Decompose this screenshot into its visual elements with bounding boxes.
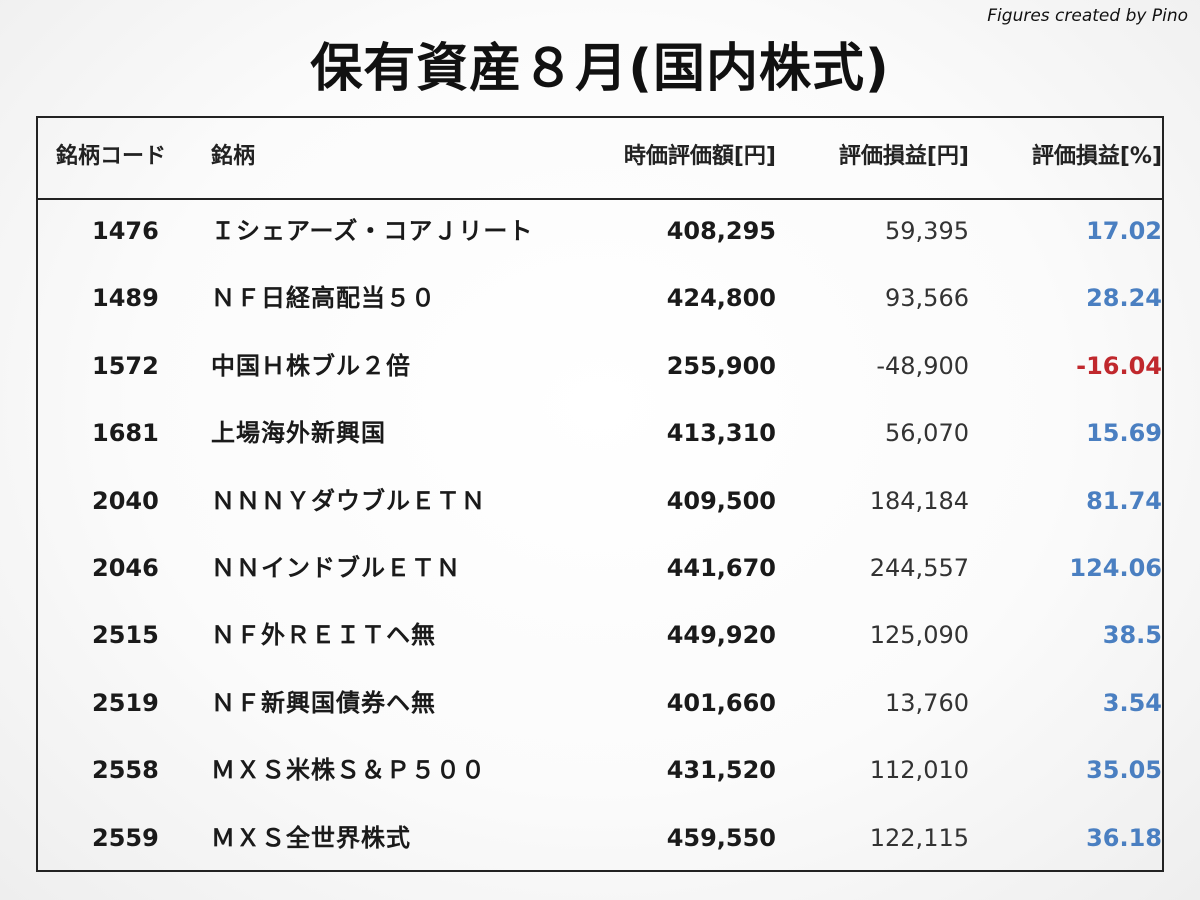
table-row: 2515 ＮＦ外ＲＥＩＴヘ無 449,920 125,090 38.5 xyxy=(38,602,1162,669)
header-name: 銘柄 xyxy=(211,144,256,169)
row-name: Ｉシェアーズ・コアＪリート xyxy=(211,217,534,245)
row-code: 2040 xyxy=(92,486,159,515)
table-row: 1572 中国Ｈ株ブル２倍 255,900 -48,900 -16.04 xyxy=(38,333,1162,400)
row-code: 1681 xyxy=(92,419,159,448)
header-market-value: 時価評価額[円] xyxy=(623,144,776,169)
row-pl-yen: 13,760 xyxy=(885,688,969,717)
row-pl-yen: 125,090 xyxy=(869,621,969,650)
row-name: 中国Ｈ株ブル２倍 xyxy=(211,351,411,380)
row-name: ＮＦ外ＲＥＩＴヘ無 xyxy=(211,621,436,650)
row-market-value: 413,310 xyxy=(666,419,776,448)
row-market-value: 441,670 xyxy=(666,554,776,582)
row-name: ＮＮインドブルＥＴＮ xyxy=(211,554,461,582)
header-code: 銘柄コード xyxy=(56,144,167,169)
row-code: 2046 xyxy=(92,554,159,582)
row-code: 2558 xyxy=(92,756,159,785)
row-market-value: 409,500 xyxy=(666,486,776,515)
row-pl-yen: -48,900 xyxy=(876,351,969,380)
row-pl-pct: 36.18 xyxy=(1086,823,1162,852)
row-name: ＭＸＳ全世界株式 xyxy=(211,823,411,852)
row-name: 上場海外新興国 xyxy=(211,419,386,448)
row-pl-yen: 184,184 xyxy=(869,486,969,515)
row-pl-yen: 59,395 xyxy=(885,217,969,245)
table-header: 銘柄コード 銘柄 時価評価額[円] 評価損益[円] 評価損益[%] xyxy=(38,118,1162,200)
row-code: 1489 xyxy=(92,284,159,313)
header-pl-yen: 評価損益[円] xyxy=(838,144,969,169)
row-code: 1572 xyxy=(92,351,159,380)
row-market-value: 459,550 xyxy=(666,823,776,852)
table-row: 2558 ＭＸＳ米株Ｓ＆Ｐ５００ 431,520 112,010 35.05 xyxy=(38,737,1162,804)
row-pl-pct: 124.06 xyxy=(1069,554,1162,582)
table-row: 1489 ＮＦ日経高配当５０ 424,800 93,566 28.24 xyxy=(38,265,1162,332)
row-name: ＮＦ新興国債券ヘ無 xyxy=(211,688,436,717)
row-pl-pct: 15.69 xyxy=(1086,419,1162,448)
row-pl-pct: 38.5 xyxy=(1102,621,1162,650)
row-market-value: 449,920 xyxy=(666,621,776,650)
table-row: 2040 ＮＮＮＹダウブルＥＴＮ 409,500 184,184 81.74 xyxy=(38,468,1162,535)
row-market-value: 408,295 xyxy=(666,217,776,245)
row-pl-pct: 35.05 xyxy=(1086,756,1162,785)
table-row: 2519 ＮＦ新興国債券ヘ無 401,660 13,760 3.54 xyxy=(38,670,1162,737)
row-pl-yen: 56,070 xyxy=(885,419,969,448)
row-pl-yen: 244,557 xyxy=(869,554,969,582)
table-row: 2559 ＭＸＳ全世界株式 459,550 122,115 36.18 xyxy=(38,805,1162,872)
table-row: 1681 上場海外新興国 413,310 56,070 15.69 xyxy=(38,400,1162,467)
row-market-value: 424,800 xyxy=(666,284,776,313)
row-pl-pct: 28.24 xyxy=(1086,284,1162,313)
row-market-value: 401,660 xyxy=(666,688,776,717)
row-pl-pct: -16.04 xyxy=(1076,351,1162,380)
table-row: 2046 ＮＮインドブルＥＴＮ 441,670 244,557 124.06 xyxy=(38,535,1162,602)
row-code: 2515 xyxy=(92,621,159,650)
page-title: 保有資産８月(国内株式) xyxy=(310,39,890,99)
row-pl-pct: 81.74 xyxy=(1086,486,1162,515)
table-row: 1476 Ｉシェアーズ・コアＪリート 408,295 59,395 17.02 xyxy=(38,198,1162,265)
row-pl-yen: 122,115 xyxy=(869,823,969,852)
row-pl-yen: 112,010 xyxy=(869,756,969,785)
credit-text: Figures created by Pino xyxy=(987,6,1188,26)
row-pl-pct: 3.54 xyxy=(1102,688,1162,717)
row-pl-yen: 93,566 xyxy=(885,284,969,313)
row-code: 2519 xyxy=(92,688,159,717)
row-name: ＭＸＳ米株Ｓ＆Ｐ５００ xyxy=(211,756,486,785)
row-market-value: 255,900 xyxy=(666,351,776,380)
row-name: ＮＮＮＹダウブルＥＴＮ xyxy=(211,486,486,515)
row-code: 1476 xyxy=(92,217,159,245)
header-pl-pct: 評価損益[%] xyxy=(1031,144,1162,169)
row-name: ＮＦ日経高配当５０ xyxy=(211,284,436,313)
row-code: 2559 xyxy=(92,823,159,852)
holdings-table: 銘柄コード 銘柄 時価評価額[円] 評価損益[円] 評価損益[%] 1476 Ｉシ… xyxy=(36,116,1164,872)
row-market-value: 431,520 xyxy=(666,756,776,785)
row-pl-pct: 17.02 xyxy=(1086,217,1162,245)
